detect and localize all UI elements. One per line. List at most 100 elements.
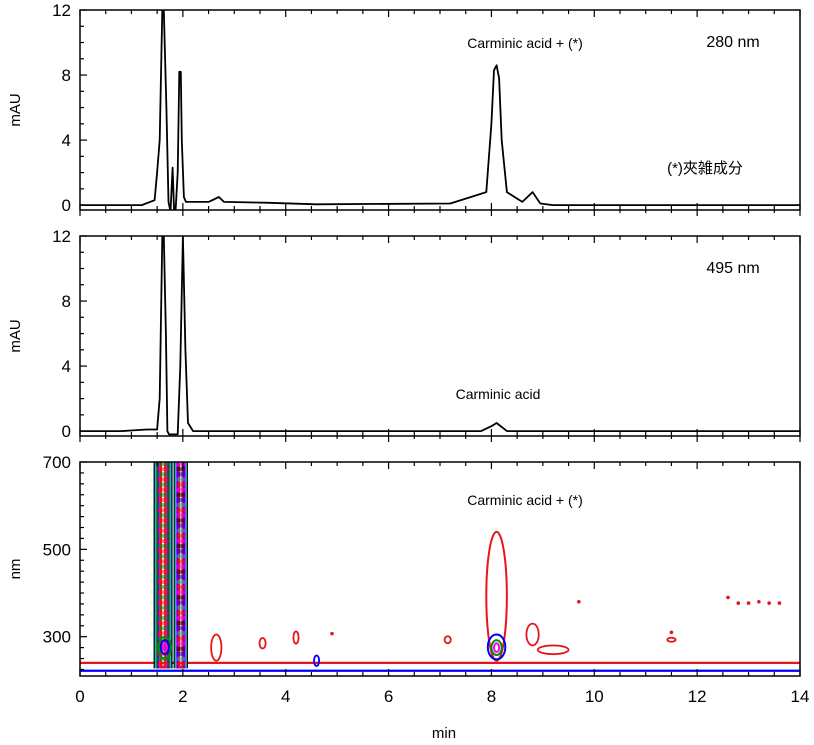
y-tick-label: 0: [62, 422, 71, 441]
contour-band-fill: [176, 600, 185, 605]
chromatogram-trace: [80, 10, 800, 210]
contour-band-fill: [156, 462, 170, 466]
y-axis-label: mAU: [7, 93, 24, 126]
contour-band-fill: [156, 595, 170, 600]
contour-loop: [536, 644, 570, 656]
contour-band-fill: [156, 636, 170, 641]
plot-area: [80, 236, 800, 436]
contour-band-fill: [156, 610, 170, 615]
contour-band-fill: [156, 559, 170, 564]
contour-band-fill: [176, 523, 185, 528]
contour-band-fill: [176, 482, 185, 487]
contour-band-fill: [156, 528, 170, 533]
contour-loop: [292, 630, 300, 645]
x-tick-label: 14: [791, 687, 810, 706]
contour-band-fill: [176, 626, 185, 631]
plot-area: [80, 462, 800, 672]
y-tick-label: 4: [62, 131, 71, 150]
contour-band-fill: [176, 554, 185, 559]
contour-band-fill: [156, 508, 170, 513]
contour-ring: [493, 642, 501, 653]
contour-band-fill: [176, 467, 185, 472]
x-axis-label: min: [432, 725, 456, 742]
contour-band-fill: [176, 569, 185, 574]
contour-loop: [525, 622, 540, 647]
contour-band-fill: [176, 641, 185, 646]
contour-band-fill: [176, 487, 185, 492]
contour-band-fill: [156, 523, 170, 528]
y-tick-label: 8: [62, 66, 71, 85]
contour-ring: [157, 635, 173, 660]
y-axis-label: nm: [7, 559, 24, 580]
contour-band-fill: [176, 646, 185, 651]
contour-band-fill: [156, 631, 170, 636]
contour-dot: [669, 630, 674, 635]
contour-ring: [161, 642, 168, 652]
contour-band-fill: [156, 600, 170, 605]
contour-dot: [777, 601, 782, 605]
contour-dot: [767, 601, 771, 605]
contour-band-fill: [176, 610, 185, 615]
contour-band-fill: [176, 605, 185, 610]
contour-band-fill: [156, 626, 170, 631]
contour-dot: [757, 599, 761, 604]
contour-band-fill: [176, 513, 185, 518]
contour-band-fill: [156, 503, 170, 508]
contour-band-fill: [176, 518, 185, 523]
y-axis-label: mAU: [7, 319, 24, 352]
y-tick-label: 700: [43, 453, 71, 472]
y-tick-label: 4: [62, 357, 71, 376]
contour-band-fill: [176, 559, 185, 564]
contour-dot: [330, 631, 334, 636]
x-tick-label: 0: [75, 687, 84, 706]
contour-band-fill: [176, 492, 185, 497]
y-tick-label: 500: [43, 540, 71, 559]
contour-band-fill: [176, 657, 185, 662]
contour-band-fill: [156, 538, 170, 543]
contour-band-fill: [156, 554, 170, 559]
x-tick-label: 10: [585, 687, 604, 706]
contour-ring: [490, 639, 503, 657]
contour-band-fill: [176, 528, 185, 533]
contour-dot: [736, 601, 741, 605]
y-tick-label: 8: [62, 292, 71, 311]
contour-loop: [210, 633, 223, 662]
contour-band-fill: [156, 585, 170, 590]
contour-band-fill: [176, 462, 185, 466]
contour-ring: [486, 633, 507, 661]
contour-ring: [485, 530, 508, 662]
contour-band-fill: [176, 472, 185, 477]
contour-band-fill: [156, 513, 170, 518]
contour-band-fill: [156, 574, 170, 579]
contour-panel: 300 500 700 nm 0 2 4 6 8 10 12 14 Carminic acid + (*…: [7, 453, 809, 706]
contour-band-fill: [156, 662, 170, 667]
contour-band-fill: [156, 590, 170, 595]
contour-band-fill: [176, 533, 185, 538]
contour-band-fill: [156, 477, 170, 482]
y-tick-label: 300: [43, 628, 71, 647]
contour-band-fill: [176, 651, 185, 656]
contour-band-fill: [156, 518, 170, 523]
contour-ring: [159, 639, 170, 656]
contour-band-fill: [176, 549, 185, 554]
contour-band-fill: [156, 482, 170, 487]
contour-band-fill: [176, 574, 185, 579]
contour-band-fill: [176, 538, 185, 543]
contour-loop: [666, 636, 677, 643]
contour-band-fill: [156, 492, 170, 497]
contour-dot: [577, 599, 581, 604]
contour-band-fill: [176, 503, 185, 508]
contour-band-fill: [156, 580, 170, 585]
contour-band-fill: [176, 497, 185, 502]
x-tick-label: 8: [487, 687, 496, 706]
contour-band-fill: [156, 564, 170, 569]
contour-band-fill: [176, 590, 185, 595]
annotation-label: (*)夾雑成分: [667, 160, 743, 177]
x-tick-label: 6: [384, 687, 393, 706]
contour-dot: [726, 595, 730, 600]
y-tick-label: 0: [62, 196, 71, 215]
contour-band-fill: [176, 477, 185, 482]
contour-band-fill: [176, 585, 185, 590]
x-tick-label: 4: [281, 687, 290, 706]
